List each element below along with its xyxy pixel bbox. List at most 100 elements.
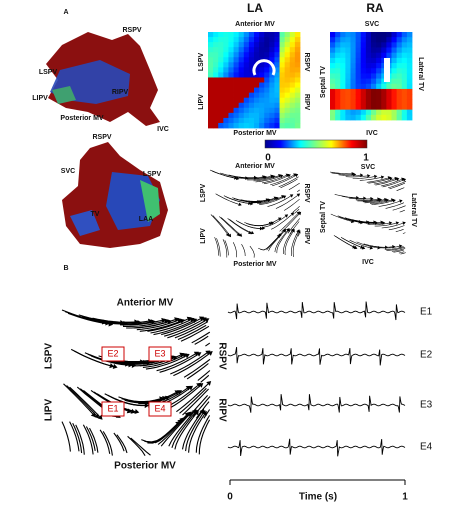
map-pixel: [401, 32, 408, 38]
streamline: [399, 209, 406, 213]
map-pixel: [274, 92, 280, 99]
streamline: [270, 174, 295, 186]
map-pixel: [345, 63, 351, 69]
map-pixel: [248, 112, 255, 119]
streamline: [292, 205, 300, 213]
arrowhead: [392, 244, 396, 249]
streamline: [366, 177, 389, 183]
map-pixel: [259, 112, 265, 119]
map-pixel: [371, 68, 377, 74]
streamline: [360, 222, 383, 224]
streamline: [119, 319, 163, 326]
arrowhead: [227, 233, 232, 238]
arrowhead: [238, 202, 242, 207]
map-pixel: [396, 37, 403, 43]
electrogram: [227, 301, 406, 321]
map-pixel: [401, 83, 408, 90]
map-pixel: [233, 117, 240, 124]
streamline: [373, 178, 396, 185]
streamline: [356, 241, 378, 248]
map-pixel: [335, 83, 341, 90]
map-pixel: [208, 97, 214, 104]
map-pixel: [340, 68, 346, 74]
map-label: Anterior MV: [117, 298, 174, 309]
map-pixel: [294, 62, 301, 68]
map-pixel: [391, 57, 398, 64]
map-pixel: [259, 102, 265, 109]
streamline: [138, 392, 179, 405]
map-pixel: [391, 68, 398, 74]
map-pixel: [340, 57, 346, 64]
streamline: [283, 230, 293, 254]
map-pixel: [355, 88, 362, 95]
arrowhead: [286, 228, 290, 233]
streamline: [127, 435, 146, 456]
map-pixel: [289, 87, 296, 94]
map-pixel: [259, 72, 265, 78]
map-pixel: [248, 102, 255, 109]
map-pixel: [238, 117, 245, 124]
streamline: [385, 202, 405, 209]
colorbar-tick: 0: [265, 153, 271, 164]
map-pixel: [238, 102, 245, 109]
streamline: [164, 319, 204, 337]
anatomy-label: LAA: [139, 216, 153, 223]
arrowhead: [250, 230, 255, 235]
map-pixel: [289, 122, 296, 129]
map-pixel: [360, 47, 367, 54]
map-pixel: [228, 52, 234, 58]
streamline: [177, 324, 207, 341]
map-pixel: [218, 57, 224, 63]
map-pixel: [360, 42, 367, 48]
streamline: [368, 178, 390, 184]
map-pixel: [401, 52, 408, 59]
arrowhead: [270, 221, 275, 225]
map-pixel: [371, 63, 377, 69]
map-pixel: [248, 77, 255, 83]
x-tick-label: 0: [227, 492, 233, 503]
streamline: [180, 325, 210, 342]
map-pixel: [274, 32, 280, 38]
map-pixel: [264, 87, 270, 94]
arrowhead: [202, 410, 207, 417]
map-pixel: [294, 107, 301, 114]
streamline: [271, 214, 293, 230]
map-pixel: [381, 114, 387, 121]
map-pixel: [259, 47, 265, 53]
map-pixel: [248, 42, 255, 48]
streamline: [69, 421, 80, 452]
map-pixel: [350, 94, 357, 100]
arrowhead: [278, 233, 282, 237]
map-pixel: [279, 32, 286, 38]
map-pixel: [360, 88, 367, 95]
arrowhead: [207, 351, 213, 356]
map-pixel: [386, 94, 392, 100]
map-pixel: [213, 107, 219, 114]
map-pixel: [345, 37, 351, 43]
map-pixel: [406, 109, 413, 116]
streamline: [388, 225, 405, 231]
map-pixel: [228, 102, 234, 109]
streamline: [374, 222, 397, 227]
map-pixel: [213, 122, 219, 129]
map-pixel: [279, 52, 286, 58]
map-label: LSPV: [44, 343, 55, 369]
map-pixel: [360, 109, 367, 116]
map-pixel: [350, 99, 357, 105]
map-pixel: [289, 117, 296, 124]
arrowhead: [112, 363, 118, 369]
streamline: [369, 199, 392, 204]
map-pixel: [243, 97, 250, 104]
map-pixel: [274, 107, 280, 114]
streamline: [113, 432, 125, 452]
map-pixel: [335, 63, 341, 69]
streamline: [161, 318, 201, 336]
arrowhead: [395, 177, 400, 182]
map-pixel: [345, 109, 351, 116]
map-pixel: [233, 112, 240, 119]
map-pixel: [243, 57, 250, 63]
arrowhead: [108, 321, 114, 327]
streamline: [393, 249, 405, 253]
arrowhead: [192, 318, 198, 324]
map-pixel: [213, 42, 219, 48]
